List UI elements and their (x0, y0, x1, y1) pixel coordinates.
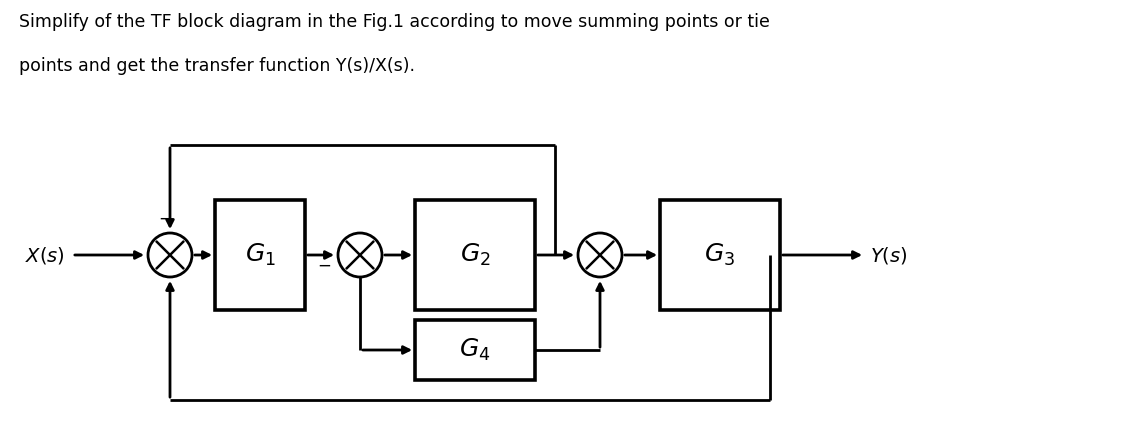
Bar (661, 200, 780, 310)
Text: $G_{4}$: $G_{4}$ (459, 337, 491, 363)
Text: $Y(s)$: $Y(s)$ (870, 244, 908, 266)
Text: points and get the transfer function Y(s)/X(s).: points and get the transfer function Y(s… (19, 57, 415, 75)
Bar (215, 200, 305, 310)
Text: Simplify of the TF block diagram in the Fig.1 according to move summing points o: Simplify of the TF block diagram in the … (19, 13, 770, 31)
Text: $-$: $-$ (158, 210, 172, 227)
Bar (415, 200, 535, 310)
Text: $G_{3}$: $G_{3}$ (705, 242, 735, 268)
Bar (415, 320, 535, 380)
Text: $-$: $-$ (317, 257, 331, 274)
Text: $X(s)$: $X(s)$ (25, 244, 64, 266)
Text: $G_{2}$: $G_{2}$ (459, 242, 491, 268)
Text: $G_{1}$: $G_{1}$ (244, 242, 276, 268)
